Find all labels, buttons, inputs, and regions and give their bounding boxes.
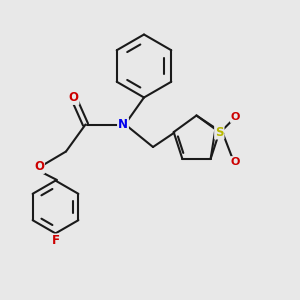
Text: O: O: [231, 157, 240, 167]
Text: O: O: [34, 160, 44, 173]
Text: N: N: [118, 118, 128, 131]
Text: F: F: [52, 234, 59, 248]
Text: O: O: [231, 112, 240, 122]
Text: S: S: [215, 126, 224, 139]
Text: O: O: [68, 91, 79, 104]
